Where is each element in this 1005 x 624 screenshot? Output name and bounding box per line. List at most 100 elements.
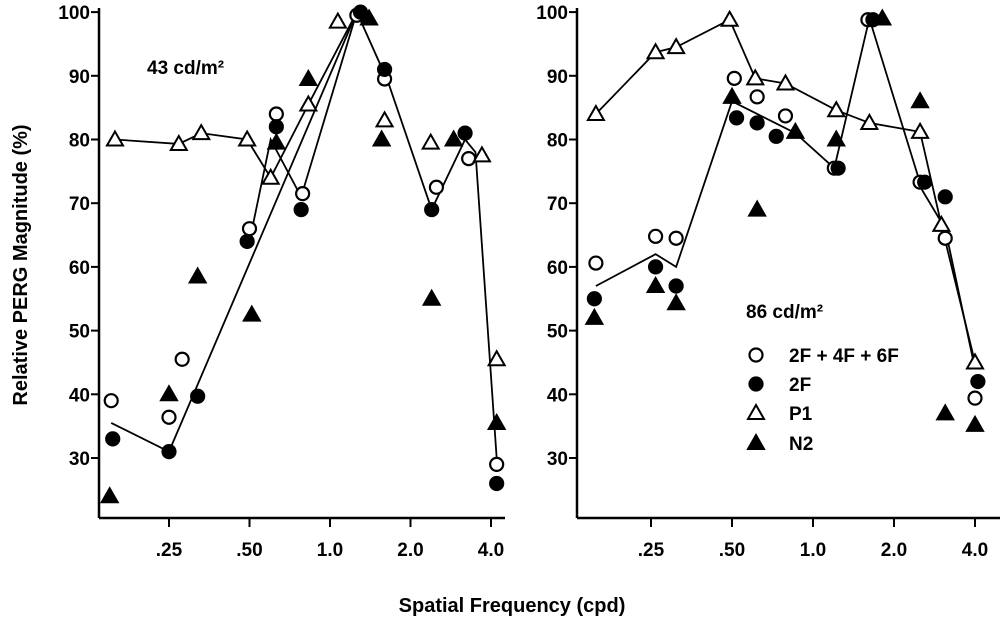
x-tick-label: 1.0 — [317, 540, 343, 561]
y-tick-label: 60 — [69, 258, 90, 279]
y-tick-label: 90 — [547, 67, 568, 88]
data-point-filled-triangle — [266, 132, 287, 150]
data-point-filled-triangle — [645, 275, 666, 294]
data-point-filled-circle — [668, 278, 684, 294]
data-point-open-circle — [647, 228, 664, 244]
x-tick-label: 4.0 — [962, 540, 988, 561]
data-point-open-triangle — [910, 121, 930, 139]
y-tick-label: 60 — [547, 258, 568, 279]
data-point-open-triangle — [420, 132, 441, 150]
data-point-open-circle — [428, 179, 445, 195]
legend-marker-filled-circle — [748, 376, 764, 392]
x-tick-label: 2.0 — [397, 540, 423, 561]
y-tick-label: 100 — [536, 3, 568, 24]
data-point-open-triangle — [105, 129, 125, 147]
data-point-open-circle — [241, 221, 258, 237]
legend-filled-circle-icon — [748, 376, 764, 392]
y-tick-label: 50 — [547, 322, 568, 343]
y-tick-label: 70 — [69, 194, 90, 215]
data-point-open-triangle — [859, 112, 880, 130]
y-tick-label: 90 — [69, 67, 90, 88]
data-point-filled-triangle — [443, 129, 464, 147]
data-point-open-triangle — [719, 9, 740, 27]
data-point-filled-circle — [105, 431, 121, 447]
panel-left: 100 90 80 70 60 50 40 30 .25 .50 1.0 2.0 4.0 — [58, 3, 507, 561]
panel-right: 100 90 80 70 60 50 40 30 .25 .50 1.0 2.0 4.0 — [536, 3, 1000, 561]
data-point-filled-triangle — [785, 121, 806, 139]
data-point-open-circle — [668, 230, 684, 246]
data-point-open-triangle — [645, 42, 666, 60]
y-tick-label: 80 — [547, 131, 568, 152]
data-point-filled-circle — [293, 201, 309, 218]
data-point-filled-circle — [830, 160, 846, 176]
data-point-open-triangle — [169, 133, 189, 151]
series-filled-circle — [586, 12, 986, 390]
x-tick-label: .50 — [719, 540, 745, 561]
data-point-filled-triangle — [371, 129, 392, 147]
data-point-filled-circle — [749, 115, 765, 131]
data-point-filled-circle — [161, 444, 177, 460]
data-point-open-triangle — [931, 214, 952, 232]
data-point-filled-triangle — [872, 8, 893, 26]
data-point-open-triangle — [666, 37, 686, 55]
data-point-filled-circle — [917, 174, 933, 190]
data-point-open-circle — [937, 230, 953, 246]
data-point-open-triangle — [191, 123, 211, 141]
series-open-circle — [588, 12, 983, 406]
x-tick-label: .25 — [638, 540, 665, 561]
legend-label-2f4f6f: 2F + 4F + 6F — [789, 346, 899, 367]
data-point-filled-circle — [728, 110, 745, 126]
x-tick-label: .25 — [156, 540, 183, 561]
connecting-line — [248, 9, 498, 459]
data-point-open-circle — [726, 70, 742, 86]
data-point-open-triangle — [486, 349, 507, 367]
data-point-filled-circle — [457, 125, 473, 141]
legend-marker-open-triangle — [746, 402, 766, 420]
legend-label-p1: P1 — [789, 404, 813, 425]
data-point-filled-triangle — [99, 486, 120, 504]
data-point-open-triangle — [260, 167, 281, 185]
y-tick-label: 50 — [69, 322, 90, 343]
data-point-filled-circle — [937, 189, 953, 205]
series-filled-triangle — [99, 8, 507, 504]
data-point-filled-triangle — [298, 68, 319, 86]
y-tick-label: 80 — [69, 131, 90, 152]
data-point-filled-circle — [768, 128, 784, 144]
data-point-open-circle — [461, 151, 477, 167]
legend-filled-triangle-icon — [746, 432, 766, 450]
data-point-filled-triangle — [826, 129, 846, 147]
series-filled-circle — [105, 4, 505, 492]
data-point-filled-circle — [268, 119, 284, 135]
data-point-filled-circle — [970, 373, 986, 390]
data-point-open-triangle — [775, 73, 796, 91]
data-point-open-triangle — [237, 129, 257, 147]
y-tick-label: 40 — [69, 385, 90, 406]
series-open-triangle — [586, 9, 985, 370]
y-tick-label: 40 — [547, 385, 568, 406]
data-point-open-triangle — [328, 11, 348, 29]
series-open-triangle — [105, 11, 507, 367]
legend: 2F + 4F + 6F 2F P1 N2 — [746, 346, 899, 455]
data-point-filled-circle — [489, 475, 505, 492]
data-point-filled-triangle — [965, 414, 985, 432]
y-tick-label: 70 — [547, 194, 568, 215]
legend-label-2f: 2F — [789, 375, 811, 396]
data-point-filled-circle — [376, 61, 393, 78]
data-point-filled-triangle — [159, 384, 179, 402]
x-tick-label: 4.0 — [478, 540, 504, 561]
data-point-open-circle — [588, 255, 604, 271]
annotation-right: 86 cd/m² — [746, 302, 823, 323]
x-tick-label: .50 — [236, 540, 262, 561]
legend-label-n2: N2 — [789, 434, 813, 455]
data-point-open-circle — [103, 393, 119, 409]
data-point-filled-circle — [239, 233, 255, 250]
legend-marker-open-circle — [748, 347, 764, 363]
data-point-open-circle — [268, 106, 284, 122]
data-point-open-triangle — [745, 68, 765, 86]
y-tick-label: 30 — [69, 449, 90, 470]
data-point-open-circle — [749, 89, 765, 105]
data-point-filled-triangle — [747, 199, 767, 217]
data-point-open-triangle — [965, 352, 985, 370]
legend-open-circle-icon — [748, 347, 764, 363]
data-point-open-circle — [489, 456, 505, 472]
